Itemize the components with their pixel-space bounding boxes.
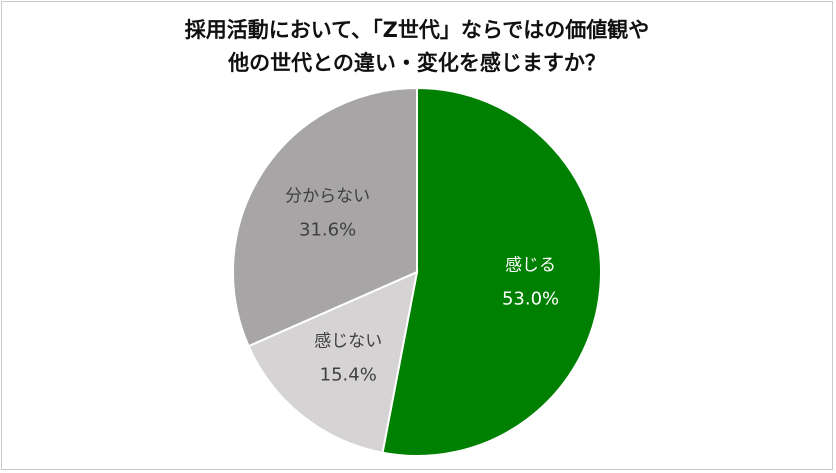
slice-kanjinai: [247, 270, 419, 454]
pie-slices: [232, 86, 602, 457]
slice-kanjiru: [381, 86, 602, 457]
label-wakaranai-name: 分からない: [285, 187, 370, 207]
chart-title: 採用活動において、「Z世代」ならではの価値観や 他の世代との違い・変化を感じます…: [0, 14, 834, 80]
label-kanjinai-name: 感じない: [314, 331, 382, 351]
label-kanjinai-value: 15.4%: [320, 364, 377, 385]
label-kanjiru-name: 感じる: [505, 256, 556, 276]
chart-title-line-1: 採用活動において、「Z世代」ならではの価値観や: [184, 18, 650, 42]
label-wakaranai-value: 31.6%: [299, 220, 356, 241]
label-kanjiru-value: 53.0%: [502, 289, 559, 310]
pie-labels: 感じる 53.0% 感じない 15.4% 分からない 31.6%: [285, 187, 559, 386]
slice-wakaranai: [232, 86, 418, 348]
chart-title-line-2: 他の世代との違い・変化を感じますか？: [228, 51, 606, 75]
